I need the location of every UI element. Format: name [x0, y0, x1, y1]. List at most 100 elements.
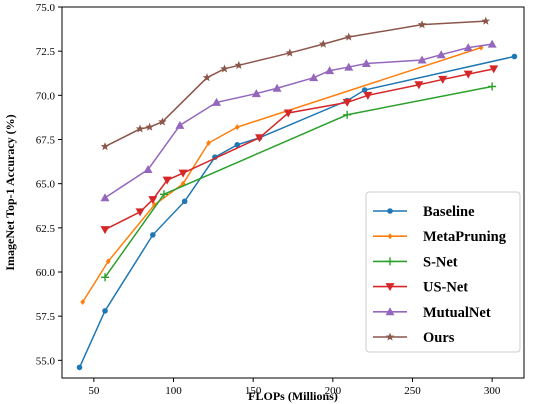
series-line-ours: [104, 20, 486, 148]
legend-label: Baseline: [423, 204, 475, 220]
data-point-metapruning: [234, 124, 240, 131]
plot-frame: [61, 6, 525, 379]
legend-item-s-net: S-Net: [373, 254, 458, 270]
data-point-us-net: [463, 70, 473, 79]
legend-label: MutualNet: [423, 305, 491, 321]
legend-label: Ours: [423, 330, 455, 346]
data-point-mutualnet: [436, 50, 446, 59]
series-line-baseline: [78, 55, 515, 368]
legend-item-metapruning: MetaPruning: [373, 229, 507, 245]
axes: 50 100 150 200 250 300 55.0 57.5 60.0 62.5 65.0 67.…: [3, 2, 525, 403]
series-ours: [100, 16, 491, 151]
data-point-ours: [318, 39, 328, 48]
data-point-ours: [220, 64, 229, 73]
data-point-metapruning: [80, 299, 86, 306]
series-line-s-net: [104, 85, 493, 278]
data-point-metapruning: [105, 258, 111, 265]
data-point-mutualnet: [344, 62, 354, 71]
data-point-us-net: [135, 208, 145, 217]
data-point-mutualnet: [361, 59, 371, 68]
data-point-mutualnet: [212, 97, 222, 106]
data-point-ours: [417, 20, 427, 29]
series-us-net: [100, 65, 499, 235]
legend-label: MetaPruning: [423, 229, 507, 245]
data-point-us-net: [438, 75, 448, 84]
series-mutualnet: [100, 39, 497, 202]
legend-marker: [387, 208, 393, 214]
legend-item-ours: Ours: [373, 330, 455, 346]
legend: Baseline MetaPruning S-Net US-Net MutualNet O…: [365, 191, 521, 353]
legend-item-baseline: Baseline: [373, 204, 475, 220]
legend-marker: [385, 307, 395, 316]
legend-label: US-Net: [423, 280, 468, 296]
data-point-mutualnet: [309, 73, 319, 82]
x-tick-label: 100: [165, 385, 182, 397]
data-point-ours: [135, 124, 145, 133]
y-tick-label: 60.0: [36, 267, 56, 279]
x-axis-label: FLOPs (Millions): [248, 389, 338, 403]
data-point-ours: [202, 73, 212, 82]
series-layer: [76, 16, 518, 371]
data-point-mutualnet: [272, 83, 282, 92]
data-point-us-net: [342, 98, 352, 107]
x-tick-label: 150: [245, 385, 262, 397]
data-point-us-net: [162, 176, 172, 185]
series-s-net: [101, 82, 497, 282]
series-line-mutualnet: [104, 43, 493, 199]
data-point-mutualnet: [417, 55, 427, 64]
data-point-mutualnet: [100, 193, 110, 202]
data-point-baseline: [76, 364, 83, 371]
data-point-s-net: [159, 190, 168, 199]
data-point-baseline: [511, 53, 518, 60]
y-tick-label: 55.0: [36, 355, 56, 367]
data-point-ours: [234, 60, 244, 69]
data-point-ours: [145, 122, 154, 131]
data-point-us-net: [363, 91, 373, 100]
data-point-mutualnet: [175, 120, 185, 129]
legend-marker: [386, 257, 394, 266]
x-tick-label: 250: [404, 385, 421, 397]
y-tick-label: 62.5: [36, 223, 56, 235]
legend-marker: [385, 332, 395, 341]
data-point-mutualnet: [251, 89, 261, 98]
x-tick-label: 300: [484, 385, 501, 397]
y-axis-label: ImageNet Top-1 Accuracy (%): [3, 114, 17, 270]
data-point-baseline: [150, 232, 156, 238]
data-point-ours: [158, 117, 167, 126]
data-point-us-net: [283, 109, 293, 118]
data-point-baseline: [102, 308, 108, 314]
data-point-ours: [481, 16, 491, 25]
y-tick-label: 75.0: [36, 2, 56, 14]
data-point-s-net: [343, 110, 352, 119]
data-point-us-net: [148, 196, 158, 205]
data-point-ours: [100, 142, 110, 151]
data-point-us-net: [489, 65, 499, 74]
x-tick-label: 200: [325, 385, 342, 397]
legend-marker: [387, 233, 393, 240]
data-point-ours: [344, 32, 354, 41]
data-point-mutualnet: [463, 43, 473, 52]
data-point-mutualnet: [143, 165, 153, 174]
y-tick-label: 65.0: [36, 179, 56, 191]
x-tick-label: 50: [88, 385, 100, 397]
legend-label: S-Net: [423, 254, 458, 270]
series-metapruning: [80, 44, 484, 306]
data-point-metapruning: [478, 44, 484, 51]
legend-marker: [385, 283, 395, 292]
data-point-mutualnet: [487, 39, 497, 48]
legend-item-us-net: US-Net: [373, 280, 468, 296]
data-point-baseline: [361, 87, 368, 93]
y-tick-label: 70.0: [36, 90, 56, 102]
data-point-metapruning: [206, 140, 211, 147]
data-point-us-net: [414, 81, 424, 90]
data-point-baseline: [234, 142, 241, 148]
data-point-s-net: [488, 82, 497, 91]
data-point-us-net: [178, 169, 188, 178]
data-point-ours: [285, 48, 295, 57]
data-point-us-net: [255, 134, 265, 143]
data-point-us-net: [100, 226, 110, 235]
y-tick-label: 57.5: [36, 311, 56, 323]
data-point-s-net: [101, 273, 110, 282]
legend-item-mutualnet: MutualNet: [373, 305, 491, 321]
